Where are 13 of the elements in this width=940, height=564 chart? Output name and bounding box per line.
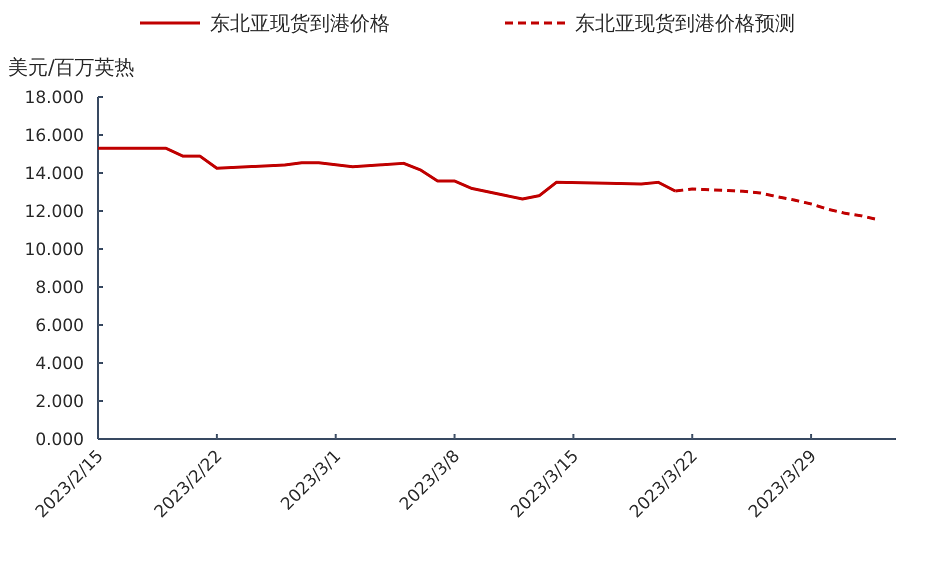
y-tick-label: 10.000 (24, 240, 84, 260)
y-tick-label: 6.000 (35, 316, 84, 336)
y-axis-title: 美元/百万英热 (8, 55, 135, 79)
y-tick-label: 18.000 (24, 88, 84, 108)
y-tick-label: 14.000 (24, 164, 84, 184)
y-tick-label: 0.000 (35, 430, 84, 450)
y-tick-label: 16.000 (24, 126, 84, 146)
y-tick-label: 4.000 (35, 354, 84, 374)
legend-label: 东北亚现货到港价格预测 (575, 11, 795, 35)
y-tick-label: 2.000 (35, 392, 84, 412)
y-tick-label: 8.000 (35, 278, 84, 298)
legend-label: 东北亚现货到港价格 (210, 11, 390, 35)
y-tick-label: 12.000 (24, 202, 84, 222)
